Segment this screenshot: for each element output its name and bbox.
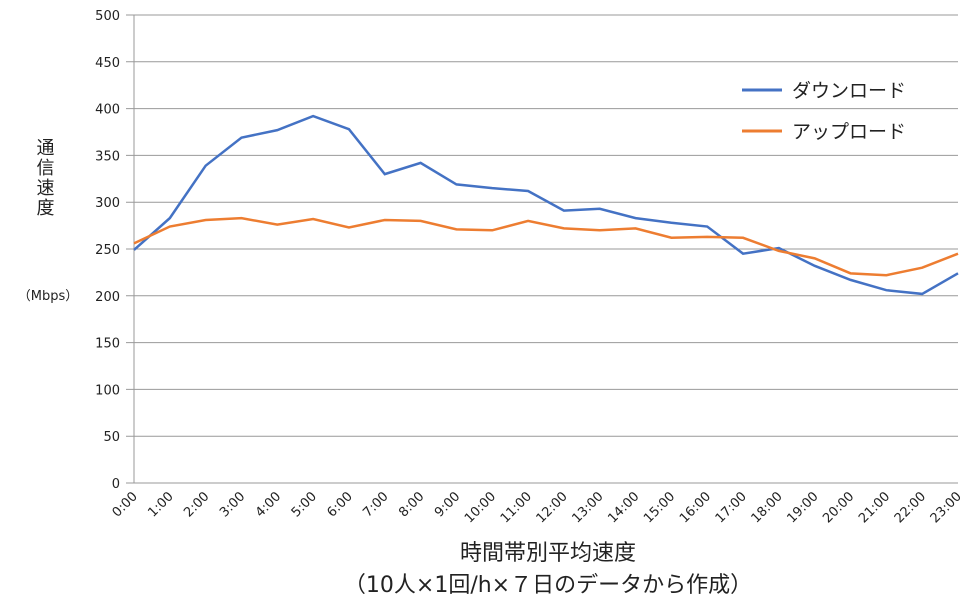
x-tick-label: 18:00 xyxy=(749,489,786,526)
x-tick-label: 21:00 xyxy=(856,489,893,526)
x-tick-label: 4:00 xyxy=(253,489,284,520)
line xyxy=(133,216,959,277)
x-tick-label: 6:00 xyxy=(325,489,356,520)
x-tick-label: 12:00 xyxy=(534,489,571,526)
x-tick-label: 14:00 xyxy=(605,489,642,526)
y-tick-label: 200 xyxy=(95,290,120,305)
y-tick-label: 300 xyxy=(95,196,120,211)
x-tick-label: 10:00 xyxy=(462,489,499,526)
x-tick-label: 17:00 xyxy=(713,489,750,526)
note: （10人×1回/h×７日のデータから作成） xyxy=(344,573,752,598)
y-axis-label: 通信速度 xyxy=(34,138,55,218)
y-tick-label: 500 xyxy=(95,9,120,24)
y-tick-label: 150 xyxy=(95,337,120,352)
y-tick-label: 50 xyxy=(103,430,120,445)
x-tick-label: 7:00 xyxy=(360,489,391,520)
x-tick-label: 9:00 xyxy=(432,489,463,520)
x-tick-label: 11:00 xyxy=(498,489,535,526)
y-tick-label: 250 xyxy=(95,243,120,258)
legend-label: ダウンロード xyxy=(792,80,906,102)
x-tick-label: 13:00 xyxy=(569,489,606,526)
y-tick-label: 350 xyxy=(95,149,120,164)
x-tick-label: 16:00 xyxy=(677,489,714,526)
y-tick-label: 100 xyxy=(95,383,120,398)
x-tick-label: 5:00 xyxy=(289,489,320,520)
x-tick-label: 8:00 xyxy=(396,489,427,520)
y-axis-unit: （Mbps） xyxy=(18,289,79,304)
y-tick-label: 0 xyxy=(112,477,120,492)
line xyxy=(133,114,959,296)
legend-label: アップロード xyxy=(792,121,906,143)
x-tick-label: 1:00 xyxy=(145,489,176,520)
x-tick-label: 20:00 xyxy=(820,489,857,526)
x-tick-label: 23:00 xyxy=(928,489,965,526)
x-tick-label: 22:00 xyxy=(892,489,929,526)
x-tick-label: 2:00 xyxy=(181,489,212,520)
y-tick-label: 400 xyxy=(95,103,120,118)
y-tick-label: 450 xyxy=(95,56,120,71)
x-tick-label: 15:00 xyxy=(641,489,678,526)
x-tick-label: 0:00 xyxy=(110,489,141,520)
x-tick-label: 3:00 xyxy=(217,489,248,520)
x-tick-label: 19:00 xyxy=(784,489,821,526)
x-axis-label: 時間帯別平均速度 xyxy=(460,541,636,566)
